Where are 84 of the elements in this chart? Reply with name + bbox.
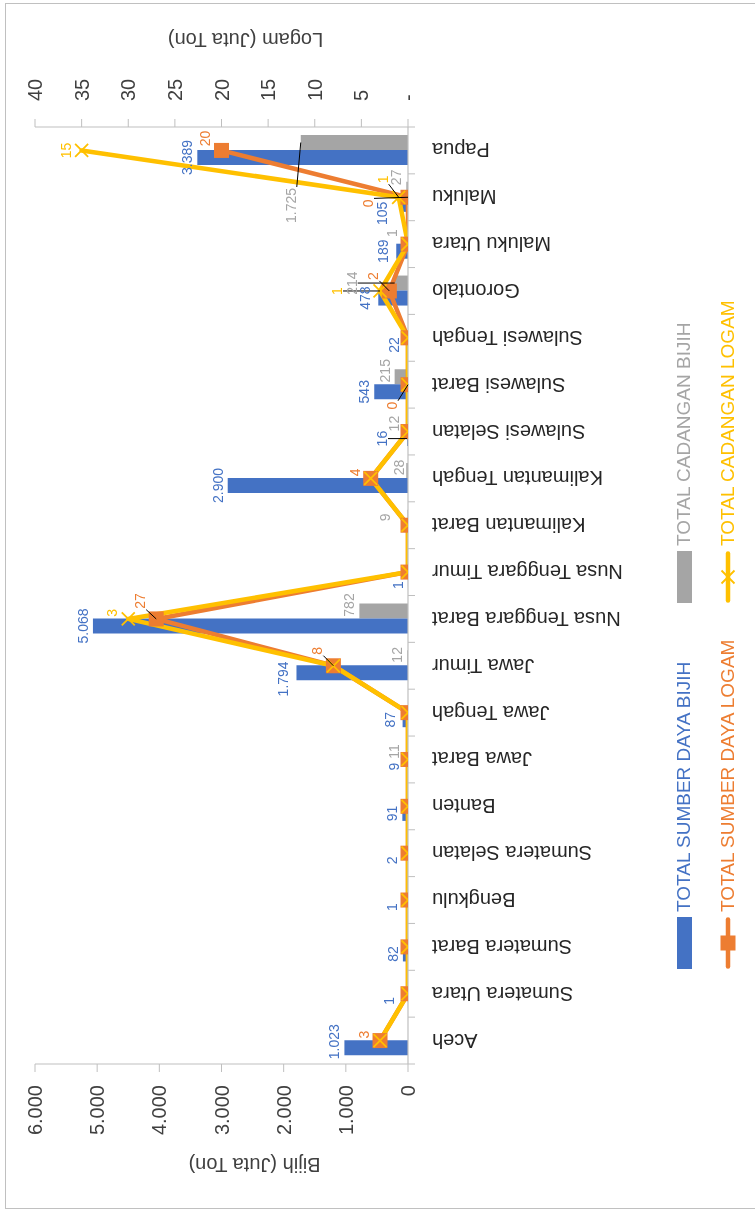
data-label: 20 bbox=[197, 130, 214, 147]
x2-tick-label: 35 bbox=[70, 78, 93, 101]
data-label: 82 bbox=[384, 945, 401, 962]
data-label: 9 bbox=[386, 762, 403, 771]
y-tick-label: Maluku bbox=[432, 186, 497, 209]
data-label: 28 bbox=[391, 459, 408, 476]
data-label: 214 bbox=[343, 271, 360, 295]
x-tick-label: 0 bbox=[397, 1085, 419, 1097]
y-tick-label: Sumatera Barat bbox=[431, 935, 573, 958]
data-label: 11 bbox=[386, 744, 403, 759]
y-tick-label: Nusa Tenggara Timur bbox=[431, 561, 623, 584]
data-label: 543 bbox=[356, 379, 373, 404]
data-label: 12 bbox=[386, 415, 403, 432]
x2-axis-title: Logam (Juta Ton) bbox=[167, 29, 324, 51]
y-tick-label: Banten bbox=[432, 795, 496, 818]
data-label: 1 bbox=[383, 903, 400, 911]
x2-tick-label: 5 bbox=[350, 89, 373, 101]
data-label: 4 bbox=[346, 468, 363, 477]
y-tick-label: Nusa Tenggara Barat bbox=[431, 607, 621, 630]
y-tick-label: Sulawesi Selatan bbox=[432, 420, 586, 443]
x-tick-label: 5.000 bbox=[86, 1085, 109, 1136]
data-label: 478 bbox=[357, 286, 374, 310]
x2-tick-label: 15 bbox=[257, 78, 280, 101]
data-label: 16 bbox=[374, 430, 391, 447]
data-label: 1.023 bbox=[326, 1023, 343, 1060]
x2-tick-label: 10 bbox=[303, 78, 326, 101]
y-tick-label: Sulawesi Barat bbox=[431, 373, 566, 396]
y-tick-label: Kalimantan Barat bbox=[431, 514, 586, 537]
data-label: 3 bbox=[356, 1030, 373, 1039]
data-label: 2 bbox=[383, 856, 400, 865]
y-tick-label: Jawa Barat bbox=[431, 748, 533, 771]
y-tick-label: Gorontalo bbox=[432, 279, 520, 302]
x-tick-label: 2.000 bbox=[272, 1085, 295, 1136]
data-label: 9 bbox=[377, 513, 394, 522]
data-label: 27 bbox=[132, 592, 149, 609]
y-tick-label: Jawa Tengah bbox=[432, 701, 550, 724]
data-label: 12 bbox=[389, 646, 406, 663]
data-label: 27 bbox=[388, 169, 405, 186]
x2-tick-label: 30 bbox=[117, 78, 140, 101]
x-axis-title: Bijih (Juta Ton) bbox=[188, 1154, 321, 1176]
x2-tick-label: 20 bbox=[210, 78, 233, 101]
x-tick-label: 6.000 bbox=[24, 1085, 46, 1136]
annotation: 15 bbox=[57, 142, 74, 159]
data-label: 189 bbox=[375, 239, 392, 263]
data-label: 0 bbox=[360, 199, 376, 208]
data-label: 8 bbox=[309, 646, 326, 655]
data-label: 1.794 bbox=[275, 661, 292, 697]
data-label: 87 bbox=[381, 711, 398, 728]
y-tick-label: Sumatera Utara bbox=[431, 982, 574, 1005]
data-label: 215 bbox=[376, 358, 393, 383]
data-label: 105 bbox=[374, 201, 391, 226]
text: TOTAL SUMBER DAYA LOGAM bbox=[717, 639, 739, 912]
data-label: 782 bbox=[341, 593, 358, 617]
data-label: 22 bbox=[385, 336, 402, 353]
data-label: 1 bbox=[380, 996, 397, 1005]
y-tick-label: Bengkulu bbox=[432, 889, 516, 912]
annotation: 1 bbox=[374, 175, 391, 184]
data-label: 1 bbox=[383, 229, 400, 238]
annotation: 3 bbox=[104, 608, 121, 617]
data-label: 3.389 bbox=[179, 139, 196, 176]
x-tick-label: 4.000 bbox=[148, 1085, 171, 1136]
annotation: 1 bbox=[329, 286, 346, 295]
data-label: 2 bbox=[365, 271, 382, 280]
data-label: 5.068 bbox=[74, 608, 91, 644]
y-tick-label: Sumatera Selatan bbox=[432, 842, 593, 865]
data-label: 0 bbox=[384, 401, 400, 410]
y-tick-label: Aceh bbox=[432, 1029, 478, 1052]
x-tick-label: 1.000 bbox=[334, 1085, 357, 1136]
y-tick-label: Kalimantan Tengah bbox=[432, 467, 603, 490]
y-tick-label: Jawa Timur bbox=[431, 654, 535, 677]
y-tick-label: Maluku Utara bbox=[431, 233, 551, 256]
x2-tick-label: - bbox=[397, 94, 419, 101]
y-tick-label: Sulawesi Tengah bbox=[432, 326, 583, 349]
data-label: 1 bbox=[389, 581, 406, 590]
x-tick-label: 3.000 bbox=[210, 1085, 233, 1136]
data-label: 1.725 bbox=[282, 187, 299, 224]
text: TOTAL CADANGAN BIJIH bbox=[673, 322, 695, 546]
text: TOTAL SUMBER DAYA BIJIH bbox=[673, 661, 695, 912]
x2-tick-label: 40 bbox=[24, 78, 46, 101]
x2-tick-label: 25 bbox=[163, 78, 186, 101]
y-tick-label: Papua bbox=[431, 139, 490, 162]
data-label: 2.900 bbox=[209, 467, 226, 503]
text: TOTAL CADANGAN LOGAM bbox=[717, 300, 739, 546]
data-label: 91 bbox=[384, 805, 401, 822]
